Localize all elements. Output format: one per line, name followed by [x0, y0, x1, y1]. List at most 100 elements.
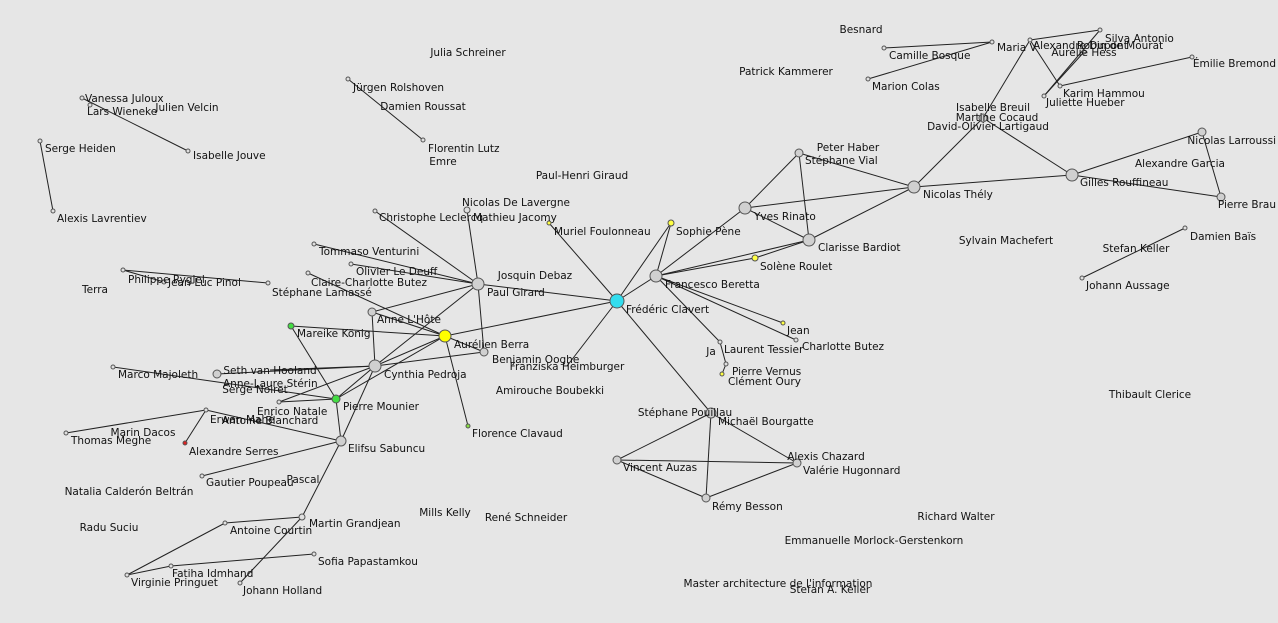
node-poupeau[interactable] [199, 473, 205, 479]
node-pene[interactable] [667, 219, 675, 227]
node-pinol[interactable] [161, 279, 167, 285]
node-label-kellerstefan2: Stefan A. Keller [790, 584, 871, 596]
node-dupont[interactable] [1027, 37, 1033, 43]
node-lamasse[interactable] [265, 280, 271, 286]
node-mounier[interactable] [331, 394, 341, 404]
node-bremond[interactable] [1189, 54, 1195, 60]
edge-bardiot-roulet [754, 239, 810, 259]
edge-pedroja-hooland [269, 365, 376, 371]
node-lutz[interactable] [420, 137, 426, 143]
node-ooghe[interactable] [479, 347, 489, 357]
node-colas[interactable] [865, 76, 871, 82]
node-pedroja[interactable] [368, 359, 382, 373]
node-clavert[interactable] [609, 293, 625, 309]
node-pringuet[interactable] [124, 572, 130, 578]
node-label-velcin: Julien Velcin [154, 102, 218, 114]
node-larroussi[interactable] [1197, 127, 1207, 137]
node-natale[interactable] [276, 399, 282, 405]
node-label-clavert: Frédéric Clavert [626, 304, 709, 316]
node-hugonnard[interactable] [792, 458, 802, 468]
node-label-schreiner: Julia Schreiner [429, 47, 506, 59]
node-hote[interactable] [367, 307, 377, 317]
node-holland[interactable] [237, 580, 243, 586]
node-label-silva: Silva Antonio [1105, 33, 1174, 45]
node-grandjean[interactable] [298, 513, 306, 521]
node-sterin[interactable] [212, 369, 222, 379]
node-beretta[interactable] [649, 269, 663, 283]
node-vanessa[interactable] [79, 95, 85, 101]
node-rouffineau[interactable] [1065, 168, 1079, 182]
node-bardiot[interactable] [802, 233, 816, 247]
node-meghe[interactable] [63, 430, 69, 436]
node-hammou[interactable] [1057, 83, 1063, 89]
node-sabuncu[interactable] [335, 435, 347, 447]
node-braun[interactable] [1216, 192, 1226, 202]
edge-vial-thely [798, 152, 915, 188]
node-mariav[interactable] [989, 39, 995, 45]
edge-tessier-vernus [719, 341, 727, 365]
node-aussage[interactable] [1079, 275, 1085, 281]
node-jacomy[interactable] [463, 206, 471, 214]
node-konig[interactable] [287, 322, 295, 330]
node-label-suciu: Radu Suciu [80, 522, 139, 534]
node-label-terra: Terra [81, 284, 108, 296]
edge-natale-mounier [278, 398, 337, 403]
edge-mahe-serres [184, 409, 207, 444]
node-label-kellerstefan: Stefan Keller [1103, 243, 1170, 255]
node-tessier[interactable] [717, 339, 723, 345]
node-label-noiret: Serge Noiret [222, 384, 288, 396]
edge-rouffineau-braun [1071, 174, 1222, 198]
node-hess[interactable] [1081, 49, 1087, 55]
node-deuff[interactable] [348, 261, 354, 267]
node-silva[interactable] [1097, 27, 1103, 33]
node-serres[interactable] [182, 440, 188, 446]
node-label-jean: Jean [786, 325, 810, 337]
node-berra[interactable] [438, 329, 452, 343]
node-courtin[interactable] [222, 520, 228, 526]
node-rolshoven[interactable] [345, 76, 351, 82]
node-lavrentiev[interactable] [50, 208, 56, 214]
node-leclercq[interactable] [372, 208, 378, 214]
node-bosque[interactable] [881, 45, 887, 51]
node-mahe[interactable] [203, 407, 209, 413]
node-besson[interactable] [701, 493, 711, 503]
node-auzas[interactable] [612, 455, 622, 465]
node-rygiel[interactable] [120, 267, 126, 273]
node-vial[interactable] [794, 148, 804, 158]
node-roulet[interactable] [751, 254, 759, 262]
node-breuil[interactable] [978, 113, 988, 123]
edge-sabuncu-poupeau [201, 440, 342, 477]
node-bais[interactable] [1182, 225, 1188, 231]
node-label-bais: Damien Baïs [1190, 231, 1256, 243]
node-thely[interactable] [907, 180, 921, 194]
node-majoleth[interactable] [110, 364, 116, 370]
edge-rouffineau-breuil [982, 117, 1073, 176]
node-label-haber: Peter Haber [817, 142, 880, 154]
node-bourgatte[interactable] [705, 407, 717, 419]
node-jouve[interactable] [185, 148, 191, 154]
node-vernus[interactable] [723, 361, 729, 367]
edge-clavert-beretta [616, 275, 657, 302]
node-lars[interactable] [87, 102, 93, 108]
node-label-auzas: Vincent Auzas [623, 462, 697, 474]
node-foulonneau[interactable] [546, 220, 552, 226]
node-girard[interactable] [471, 277, 485, 291]
node-label-bremond: Émilie Bremond [1193, 57, 1276, 70]
node-butez2[interactable] [793, 337, 799, 343]
node-oury[interactable] [719, 371, 725, 377]
node-jean[interactable] [780, 320, 786, 326]
node-rinato[interactable] [738, 201, 752, 215]
edge-beretta-rinato [655, 207, 746, 277]
node-clavaud[interactable] [465, 423, 471, 429]
node-heiden[interactable] [37, 138, 43, 144]
node-label-schneider: René Schneider [485, 512, 568, 524]
node-idmhand[interactable] [168, 563, 174, 569]
node-label-foulonneau: Muriel Foulonneau [554, 226, 651, 238]
edge-rinato-thely [744, 186, 915, 209]
node-butez1[interactable] [305, 270, 311, 276]
node-hueber[interactable] [1041, 93, 1047, 99]
node-venturini[interactable] [311, 241, 317, 247]
node-label-breuil: Isabelle Breuil [956, 102, 1030, 114]
node-papastamkou[interactable] [311, 551, 317, 557]
